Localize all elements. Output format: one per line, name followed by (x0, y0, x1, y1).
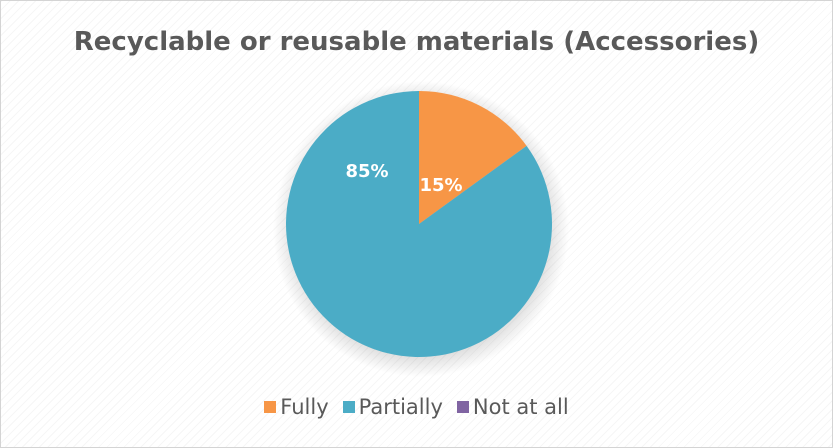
legend-swatch-fully (264, 401, 277, 413)
chart-title: Recyclable or reusable materials (Access… (73, 27, 760, 57)
pie-slice-fully (419, 91, 527, 224)
legend: Fully Partially Not at all (1, 395, 832, 419)
legend-swatch-partially (342, 401, 355, 413)
legend-label-not-at-all: Not at all (472, 395, 569, 419)
legend-item-partially: Partially (342, 395, 443, 419)
legend-item-not-at-all: Not at all (456, 395, 569, 419)
pie-slice-partially (286, 91, 552, 357)
legend-label-fully: Fully (280, 395, 329, 419)
data-label-partially: 85% (345, 161, 388, 182)
legend-item-fully: Fully (264, 395, 329, 419)
legend-swatch-not-at-all (456, 401, 469, 413)
data-label-fully: 15% (419, 175, 462, 196)
legend-label-partially: Partially (358, 395, 443, 419)
